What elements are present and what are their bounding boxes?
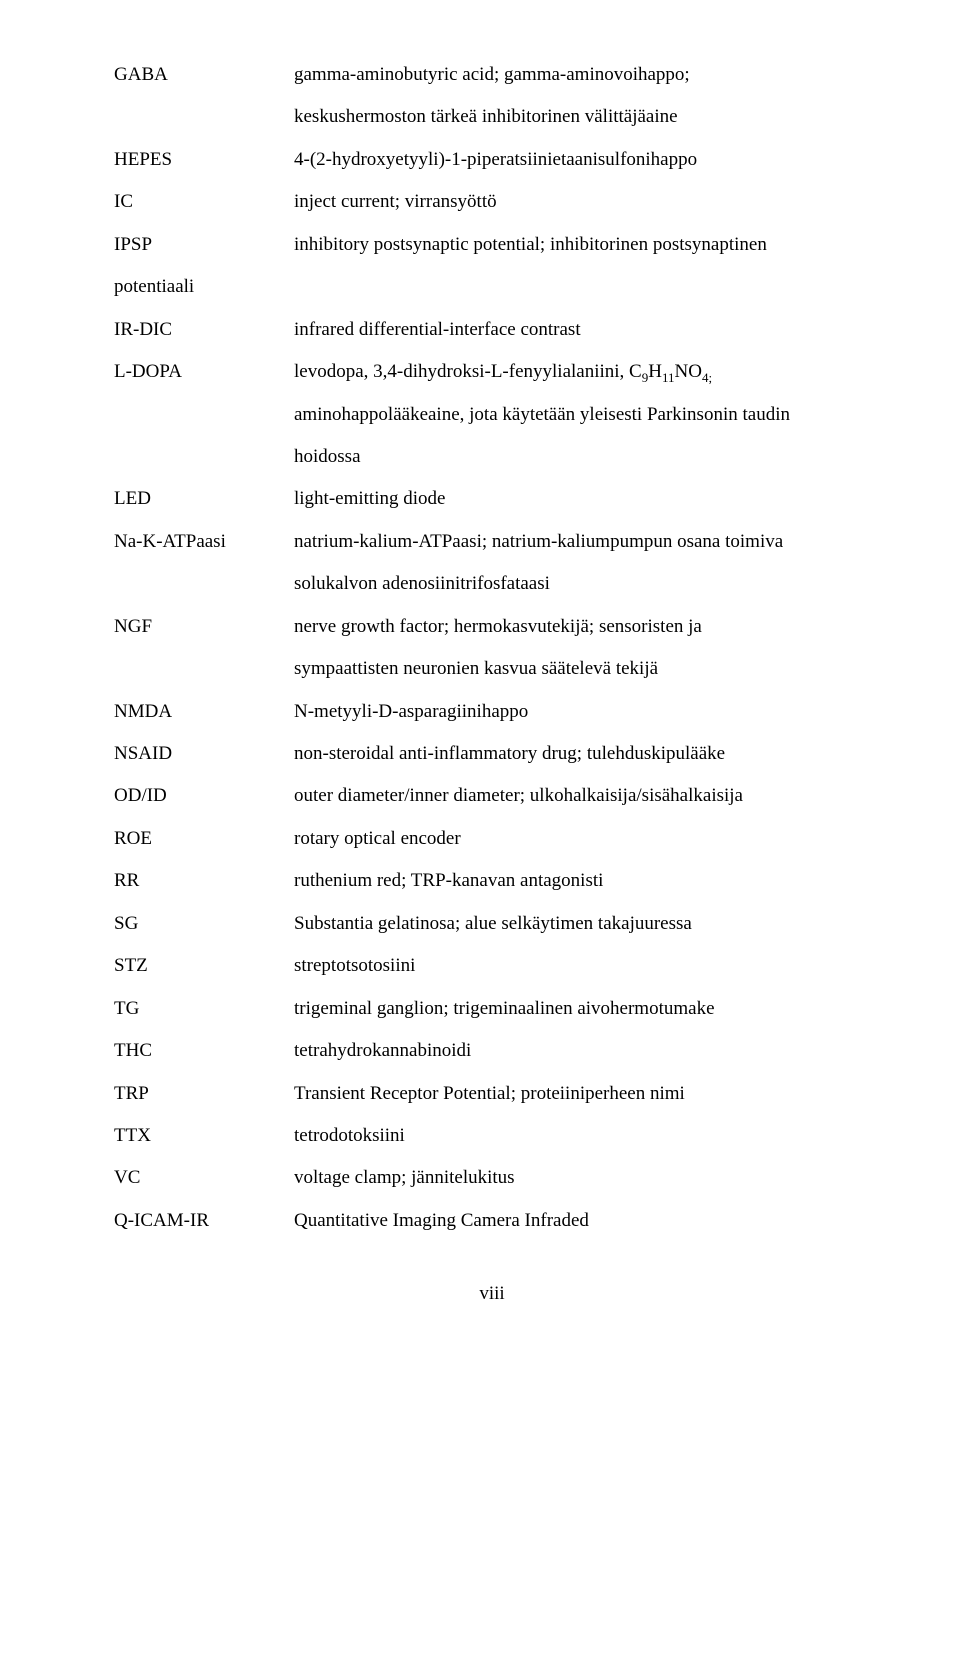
entry-ic: IC inject current; virransyöttö [114, 187, 870, 216]
abbr: NGF [114, 612, 294, 641]
entry-ngf: NGF nerve growth factor; hermokasvutekij… [114, 612, 870, 641]
definition: light-emitting diode [294, 484, 870, 513]
definition: Transient Receptor Potential; proteiinip… [294, 1079, 870, 1108]
abbr: STZ [114, 951, 294, 980]
entry-trp: TRP Transient Receptor Potential; protei… [114, 1079, 870, 1108]
definition: natrium-kalium-ATPaasi; natrium-kaliumpu… [294, 527, 870, 556]
abbr: LED [114, 484, 294, 513]
abbr: HEPES [114, 145, 294, 174]
abbr: ROE [114, 824, 294, 853]
entry-nsaid: NSAID non-steroidal anti-inflammatory dr… [114, 739, 870, 768]
definition: Substantia gelatinosa; alue selkäytimen … [294, 909, 870, 938]
entry-odid: OD/ID outer diameter/inner diameter; ulk… [114, 781, 870, 810]
definition: rotary optical encoder [294, 824, 870, 853]
entry-potentiaali: potentiaali [114, 272, 870, 301]
definition: 4-(2-hydroxyetyyli)-1-piperatsiinietaani… [294, 145, 870, 174]
abbr: potentiaali [114, 272, 294, 301]
definition: outer diameter/inner diameter; ulkohalka… [294, 781, 870, 810]
definition: ruthenium red; TRP-kanavan antagonisti [294, 866, 870, 895]
definition: N-metyyli-D-asparagiinihappo [294, 697, 870, 726]
entry-stz: STZ streptotsotosiini [114, 951, 870, 980]
abbr: Q-ICAM-IR [114, 1206, 294, 1235]
abbr: L-DOPA [114, 357, 294, 386]
definition-cont: hoidossa [294, 442, 870, 471]
entry-irdic: IR-DIC infrared differential-interface c… [114, 315, 870, 344]
abbr: TRP [114, 1079, 294, 1108]
entry-roe: ROE rotary optical encoder [114, 824, 870, 853]
definition: nerve growth factor; hermokasvutekijä; s… [294, 612, 870, 641]
definition: tetrahydrokannabinoidi [294, 1036, 870, 1065]
abbr: OD/ID [114, 781, 294, 810]
abbr: TTX [114, 1121, 294, 1150]
entry-nmda: NMDA N-metyyli-D-asparagiinihappo [114, 697, 870, 726]
entry-ipsp: IPSP inhibitory postsynaptic potential; … [114, 230, 870, 259]
page-number: viii [114, 1283, 870, 1305]
entry-thc: THC tetrahydrokannabinoidi [114, 1036, 870, 1065]
definition: Quantitative Imaging Camera Infraded [294, 1206, 870, 1235]
abbr: NSAID [114, 739, 294, 768]
definition: inject current; virransyöttö [294, 187, 870, 216]
abbr: TG [114, 994, 294, 1023]
abbr: SG [114, 909, 294, 938]
definition-cont: keskushermoston tärkeä inhibitorinen väl… [294, 102, 870, 131]
definition: infrared differential-interface contrast [294, 315, 870, 344]
entry-ldopa: L-DOPA levodopa, 3,4-dihydroksi-L-fenyyl… [114, 357, 870, 386]
abbr: GABA [114, 60, 294, 89]
abbr: NMDA [114, 697, 294, 726]
definition: streptotsotosiini [294, 951, 870, 980]
entry-rr: RR ruthenium red; TRP-kanavan antagonist… [114, 866, 870, 895]
abbr: IR-DIC [114, 315, 294, 344]
abbr: THC [114, 1036, 294, 1065]
definition: non-steroidal anti-inflammatory drug; tu… [294, 739, 870, 768]
definition-cont: solukalvon adenosiinitrifosfataasi [294, 569, 870, 598]
definition: voltage clamp; jännitelukitus [294, 1163, 870, 1192]
definition: trigeminal ganglion; trigeminaalinen aiv… [294, 994, 870, 1023]
definition: gamma-aminobutyric acid; gamma-aminovoih… [294, 60, 870, 89]
abbr: RR [114, 866, 294, 895]
entry-qicam: Q-ICAM-IR Quantitative Imaging Camera In… [114, 1206, 870, 1235]
abbreviations-page: GABA gamma-aminobutyric acid; gamma-amin… [0, 0, 960, 1355]
entry-tg: TG trigeminal ganglion; trigeminaalinen … [114, 994, 870, 1023]
abbr: VC [114, 1163, 294, 1192]
abbr: IC [114, 187, 294, 216]
definition: levodopa, 3,4-dihydroksi-L-fenyylialanii… [294, 357, 870, 386]
definition-cont: aminohappolääkeaine, jota käytetään ylei… [294, 400, 870, 429]
entry-nak: Na-K-ATPaasi natrium-kalium-ATPaasi; nat… [114, 527, 870, 556]
entry-gaba: GABA gamma-aminobutyric acid; gamma-amin… [114, 60, 870, 89]
definition: tetrodotoksiini [294, 1121, 870, 1150]
entry-sg: SG Substantia gelatinosa; alue selkäytim… [114, 909, 870, 938]
abbr: IPSP [114, 230, 294, 259]
abbr: Na-K-ATPaasi [114, 527, 294, 556]
entry-ttx: TTX tetrodotoksiini [114, 1121, 870, 1150]
definition: inhibitory postsynaptic potential; inhib… [294, 230, 870, 259]
entry-hepes: HEPES 4-(2-hydroxyetyyli)-1-piperatsiini… [114, 145, 870, 174]
entry-vc: VC voltage clamp; jännitelukitus [114, 1163, 870, 1192]
definition-cont: sympaattisten neuronien kasvua säätelevä… [294, 654, 870, 683]
entry-led: LED light-emitting diode [114, 484, 870, 513]
